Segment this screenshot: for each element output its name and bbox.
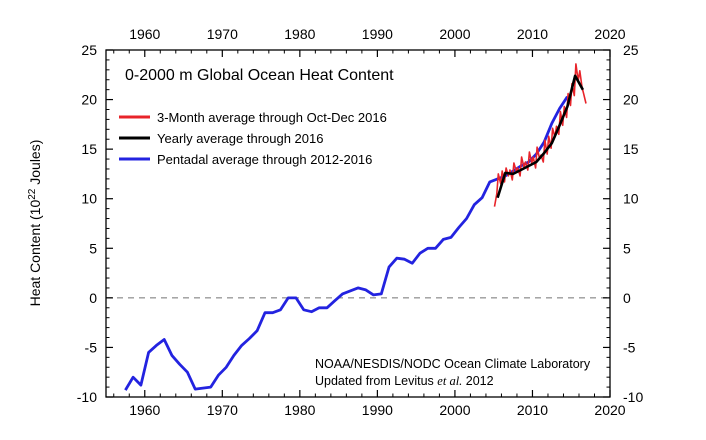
x-tick-label-top: 2000 bbox=[439, 26, 470, 42]
y-axis-label-main: Heat Content (10 bbox=[27, 200, 43, 307]
y-axis-label-end: Joules) bbox=[27, 140, 43, 189]
credit-line-1: NOAA/NESDIS/NODC Ocean Climate Laborator… bbox=[315, 357, 591, 371]
y-tick-label-right: 20 bbox=[623, 92, 639, 108]
series-lines bbox=[124, 63, 587, 391]
y-tick-label-right: -10 bbox=[623, 389, 643, 405]
y-tick-label-left: 15 bbox=[81, 141, 97, 157]
legend-label-yearly: Yearly average through 2016 bbox=[157, 131, 323, 146]
legend-label-pentadal: Pentadal average through 2012-2016 bbox=[157, 152, 372, 167]
y-tick-label-right: -5 bbox=[623, 339, 636, 355]
x-tick-label-bottom: 1970 bbox=[207, 402, 238, 418]
y-tick-label-left: -10 bbox=[77, 389, 97, 405]
x-tick-label-top: 2010 bbox=[517, 26, 548, 42]
x-tick-label-top: 1960 bbox=[129, 26, 160, 42]
legend: 3-Month average through Oct-Dec 2016 Yea… bbox=[119, 110, 387, 167]
x-tick-label-bottom: 1960 bbox=[129, 402, 160, 418]
credit-suffix: 2012 bbox=[462, 374, 493, 388]
y-tick-label-right: 15 bbox=[623, 141, 639, 157]
x-tick-label-bottom: 1980 bbox=[284, 402, 315, 418]
x-tick-label-bottom: 2000 bbox=[439, 402, 470, 418]
x-tick-label-bottom: 1990 bbox=[362, 402, 393, 418]
x-tick-label-bottom: 2020 bbox=[594, 402, 625, 418]
y-tick-label-left: 25 bbox=[81, 42, 97, 58]
x-tick-label-top: 1990 bbox=[362, 26, 393, 42]
plot-frame bbox=[105, 49, 611, 398]
x-tick-label-top: 1980 bbox=[284, 26, 315, 42]
axis-ticks: 1960196019701970198019801990199020002000… bbox=[77, 26, 644, 418]
y-axis-label-sup: 22 bbox=[27, 188, 38, 200]
x-tick-label-top: 1970 bbox=[207, 26, 238, 42]
y-tick-label-left: -5 bbox=[85, 339, 98, 355]
credit-line-2: Updated from Levitus et al. 2012 bbox=[315, 374, 494, 388]
chart-title: 0-2000 m Global Ocean Heat Content bbox=[125, 67, 394, 84]
y-tick-label-left: 0 bbox=[89, 290, 97, 306]
y-tick-label-right: 10 bbox=[623, 191, 639, 207]
y-tick-label-left: 10 bbox=[81, 191, 97, 207]
legend-label-3-month: 3-Month average through Oct-Dec 2016 bbox=[157, 110, 387, 125]
y-tick-label-right: 0 bbox=[623, 290, 631, 306]
y-tick-label-left: 20 bbox=[81, 92, 97, 108]
x-tick-label-top: 2020 bbox=[594, 26, 625, 42]
credit-prefix: Updated from Levitus bbox=[315, 374, 437, 388]
x-tick-label-bottom: 2010 bbox=[517, 402, 548, 418]
y-tick-label-left: 5 bbox=[89, 240, 97, 256]
credit-italic: et al. bbox=[437, 374, 462, 388]
y-tick-label-right: 25 bbox=[623, 42, 639, 58]
y-axis-label: Heat Content (1022 Joules) bbox=[27, 140, 43, 307]
y-tick-label-right: 5 bbox=[623, 240, 631, 256]
series-yearly-line bbox=[496, 74, 585, 199]
series-pentadal-line bbox=[124, 95, 569, 391]
